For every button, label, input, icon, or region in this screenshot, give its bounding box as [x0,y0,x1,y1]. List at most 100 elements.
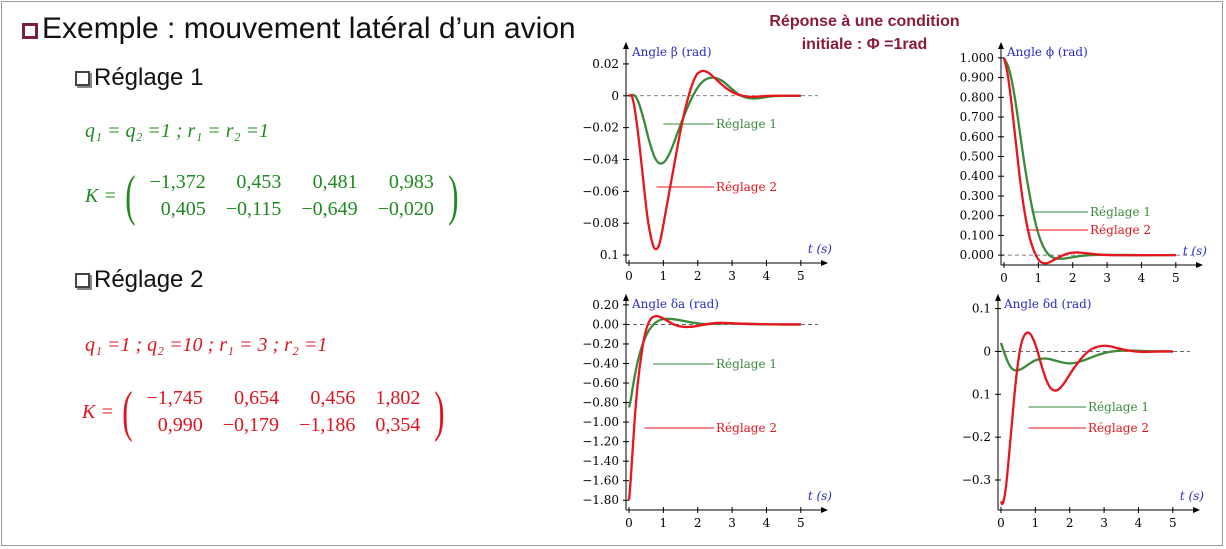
x-tick-label: 5 [1172,271,1180,285]
y-tick-label: −0.2 [962,430,991,444]
x-tick-label: 2 [1069,271,1077,285]
matrix-row: −1,372 0,453 0,481 0,983 [140,169,444,196]
y-tick-label: −0.20 [582,337,619,351]
x-axis-label: t (s) [808,489,832,503]
x-tick-label: 1 [1032,516,1040,530]
series-annotation: Réglage 1 [716,117,777,131]
matrix-cell: 0,481 [312,171,358,193]
y-tick-label: −0.40 [582,356,619,370]
slide-title: Exemple : mouvement latéral d’un avion [22,12,576,46]
x-tick-label: 5 [1169,516,1177,530]
y-tick-label: 0.900 [960,71,994,85]
k-label: K = [82,400,114,423]
y-tick-label: −0.3 [962,473,991,487]
y-tick-label: 0.200 [960,209,994,223]
response-note-line1: Réponse à une condition [769,13,960,30]
series-annotation: Réglage 1 [716,357,777,371]
response-note: Réponse à une condition initiale : Φ =1r… [742,10,987,56]
x-tick-label: 4 [1135,516,1143,530]
y-tick-label: −0.02 [582,121,619,135]
x-tick-label: 2 [694,516,702,530]
checkbox-bullet-icon [75,273,90,288]
y-tick-label: 0.20 [592,298,619,312]
x-axis-arrow-icon [821,507,828,513]
matrix-cell: 0,456 [310,387,356,409]
y-tick-label: 0.800 [960,90,994,104]
y-tick-label: −0.60 [582,376,619,390]
x-tick-label: 5 [797,269,805,283]
y-axis-arrow-icon [995,294,1001,301]
y-tick-label: 0.02 [592,57,619,71]
x-tick-label: 0 [625,516,633,530]
y-tick-label: 0 [611,89,619,103]
matrix-table: −1,372 0,453 0,481 0,983 0,405 −0,115 −0… [140,169,444,223]
matrix-cell: 0,405 [160,198,206,220]
x-tick-label: 1 [1035,271,1043,285]
x-tick-label: 3 [1103,271,1111,285]
right-paren: ) [448,165,459,227]
y-tick-label: 0 [983,344,991,358]
series-annotation: Réglage 2 [1088,421,1149,435]
x-tick-label: 4 [763,516,771,530]
reglage1-heading: Réglage 1 [75,64,203,92]
x-tick-label: 4 [763,269,771,283]
response-note-line2: initiale : Φ =1rad [801,36,928,53]
axis-title: Angle δd (rad) [1003,297,1092,311]
matrix-cell: 0,354 [375,414,421,436]
x-tick-label: 5 [797,516,805,530]
reglage2-heading: Réglage 2 [75,266,203,294]
y-tick-label: −0.04 [582,152,619,166]
x-tick-label: 1 [660,269,668,283]
series-line-2 [628,69,801,251]
x-tick-label: 0 [625,269,633,283]
left-paren: ( [125,165,136,227]
matrix-cell: 0,654 [234,387,280,409]
x-axis-arrow-icon [821,260,828,266]
matrix-cell: −1,372 [149,171,206,193]
x-tick-label: 1 [660,516,668,530]
reglage2-weights: q₁ =1 ; q₂ =10 ; r₁ = 3 ; r₂ =1 [85,334,328,356]
chart-4: 0.1 0 0.1 −0.2 −0.3 0 1 2 3 4 5 Angle δd (rad) t (s)… [962,294,1204,530]
axis-title: Angle β (rad) [631,45,712,59]
y-tick-label: 0.600 [960,130,994,144]
y-axis-arrow-icon [998,42,1004,49]
y-tick-label: 0.500 [960,150,994,164]
matrix-cell: −1,186 [299,414,356,436]
y-tick-label: −1.60 [582,474,619,488]
series-annotation: Réglage 2 [716,421,777,435]
x-tick-label: 3 [728,516,736,530]
x-tick-label: 0 [997,516,1005,530]
y-tick-label: −1.80 [582,493,619,507]
x-axis-arrow-icon [1193,507,1200,513]
y-tick-label: −1.20 [582,435,619,449]
matrix-cell: −0,179 [222,414,280,436]
series-annotation: Réglage 1 [1090,205,1151,219]
checkbox-bullet-icon [22,23,38,39]
series-annotation: Réglage 2 [1090,223,1151,237]
matrix-row: 0,405 −0,115 −0,649 −0,020 [140,196,444,223]
y-tick-label: 0.400 [960,169,994,183]
x-tick-label: 3 [728,269,736,283]
matrix-row: −1,745 0,654 0,456 1,802 [137,385,431,412]
series-line-1 [999,342,1173,372]
right-paren: ) [434,381,445,443]
chart-3: 0.20 0.00 −0.20 −0.40 −0.60 −0.80 −1.00 −1.20 −1… [582,294,832,530]
axis-title: Angle ϕ (rad) [1006,45,1088,59]
x-tick-label: 2 [694,269,702,283]
y-axis-arrow-icon [623,294,629,301]
x-tick-label: 2 [1066,516,1074,530]
matrix-cell: 0,983 [388,171,434,193]
matrix-cell: −1,745 [146,387,203,409]
y-tick-label: −0.06 [582,184,619,198]
series-annotation: Réglage 1 [1088,400,1149,414]
series-line-2 [627,314,801,501]
x-axis-label: t (s) [1183,244,1207,258]
matrix-cell: −0,020 [377,198,434,220]
y-tick-label: −0.08 [582,216,619,230]
matrix-row: 0,990 −0,179 −1,186 0,354 [137,412,431,439]
x-tick-label: 0 [1000,271,1008,285]
x-tick-label: 3 [1100,516,1108,530]
series-line-2 [999,331,1173,506]
y-tick-label: 0.000 [960,248,994,262]
